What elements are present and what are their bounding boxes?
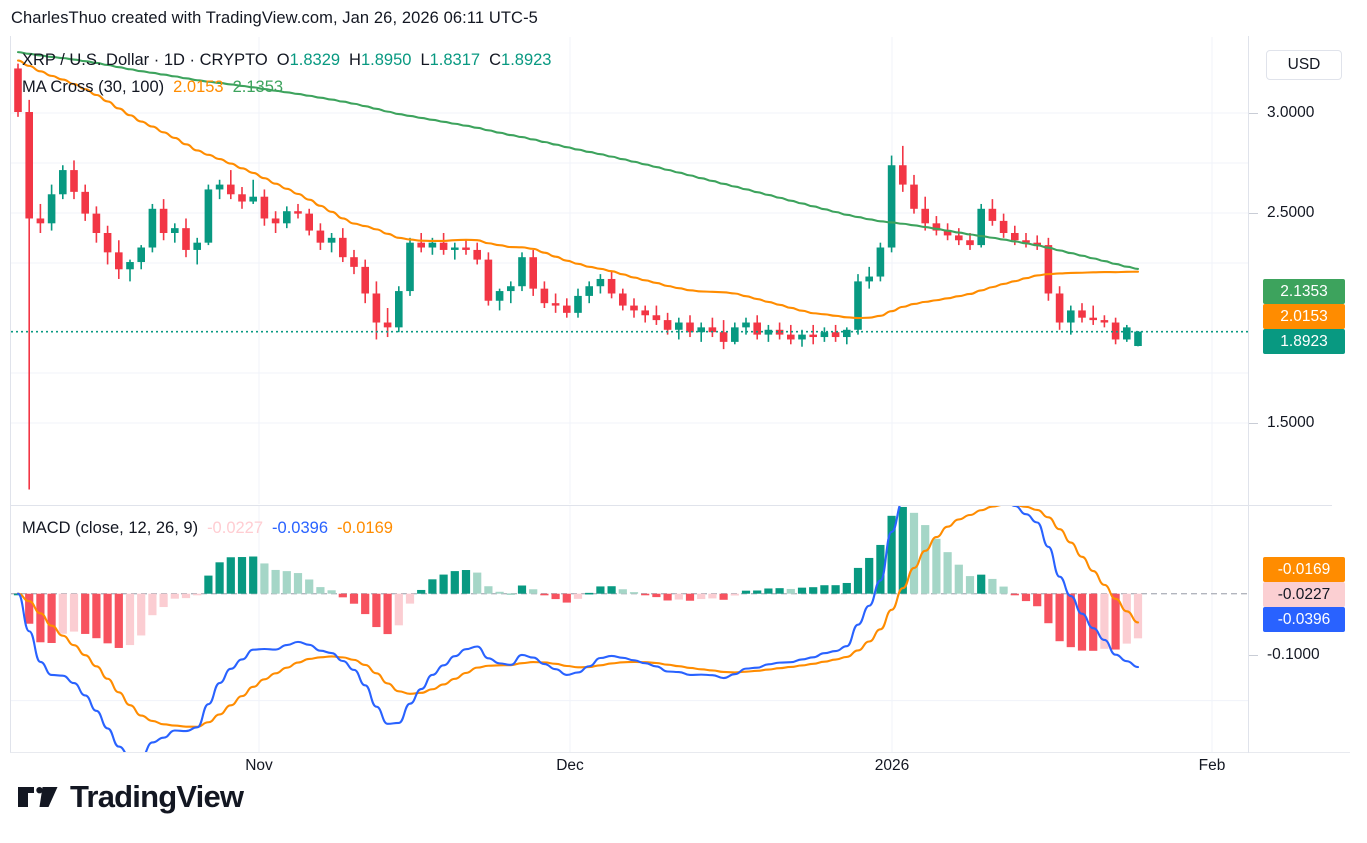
time-scale[interactable]: Nov Dec 2026 Feb: [11, 753, 1248, 783]
ma-slow-value: 2.1353: [232, 78, 284, 96]
macd-title[interactable]: MACD (close, 12, 26, 9): [22, 519, 199, 537]
macd-signal-value: -0.0169: [337, 519, 393, 537]
time-label[interactable]: Nov: [245, 757, 273, 774]
time-label[interactable]: Feb: [1198, 757, 1226, 774]
macd-pane-plot[interactable]: [11, 506, 1248, 752]
price-tick-dash: [1249, 423, 1258, 424]
low-value: 1.8317: [429, 51, 481, 69]
open-value: 1.8329: [289, 51, 341, 69]
price-scale-separator: [1248, 36, 1249, 753]
symbol-legend[interactable]: XRP / U.S. Dollar · 1D · CRYPTO O1.8329 H1…: [22, 51, 551, 70]
tradingview-mark-icon: [18, 787, 58, 807]
macd-blue-badge[interactable]: -0.0396: [1263, 607, 1345, 632]
price-tick-label: 2.5000: [1267, 204, 1315, 221]
tradingview-wordmark: TradingView: [70, 779, 244, 814]
currency-chip[interactable]: USD: [1266, 50, 1342, 80]
price-canvas: [11, 37, 1248, 504]
macd-orange-badge[interactable]: -0.0169: [1263, 557, 1345, 582]
price-scale[interactable]: USD 3.0000 2.5000 1.5000 -0.1000 2.1353 2.015…: [1249, 36, 1367, 753]
chart-frame: [10, 36, 1350, 753]
macd-histogram-value: -0.0227: [207, 519, 264, 537]
attribution-text: CharlesThuo created with TradingView.com…: [11, 9, 538, 27]
symbol-title[interactable]: XRP / U.S. Dollar · 1D · CRYPTO: [22, 51, 268, 69]
pane-separator[interactable]: [10, 505, 1332, 506]
open-label: O: [276, 51, 290, 69]
close-value: 1.8923: [501, 51, 552, 69]
close-label: C: [489, 51, 502, 69]
time-label[interactable]: 2026: [874, 757, 910, 774]
macd-tick-dash: [1249, 655, 1258, 656]
ma-fast-value: 2.0153: [173, 78, 224, 96]
high-value: 1.8950: [360, 51, 412, 69]
ma-cross-title[interactable]: MA Cross (30, 100): [22, 78, 165, 96]
macd-legend[interactable]: MACD (close, 12, 26, 9) -0.0227 -0.0396 -0.…: [22, 519, 393, 538]
price-tick-dash: [1249, 113, 1258, 114]
macd-line-value: -0.0396: [272, 519, 328, 537]
price-orange-badge[interactable]: 2.0153: [1263, 304, 1345, 329]
price-pane-plot[interactable]: [11, 37, 1248, 504]
time-label[interactable]: Dec: [556, 757, 584, 774]
price-tick-dash: [1249, 213, 1258, 214]
macd-tick-label: -0.1000: [1267, 646, 1320, 663]
price-tick-label: 3.0000: [1267, 104, 1315, 121]
macd-pink-badge[interactable]: -0.0227: [1263, 582, 1345, 607]
high-label: H: [349, 51, 361, 69]
tradingview-logo: TradingView: [18, 779, 244, 815]
ma-cross-legend[interactable]: MA Cross (30, 100) 2.0153 2.1353: [22, 78, 283, 97]
macd-canvas: [11, 506, 1248, 752]
price-green-badge[interactable]: 2.1353: [1263, 279, 1345, 304]
low-label: L: [420, 51, 430, 69]
price-tick-label: 1.5000: [1267, 414, 1315, 431]
price-teal-badge[interactable]: 1.8923: [1263, 329, 1345, 354]
